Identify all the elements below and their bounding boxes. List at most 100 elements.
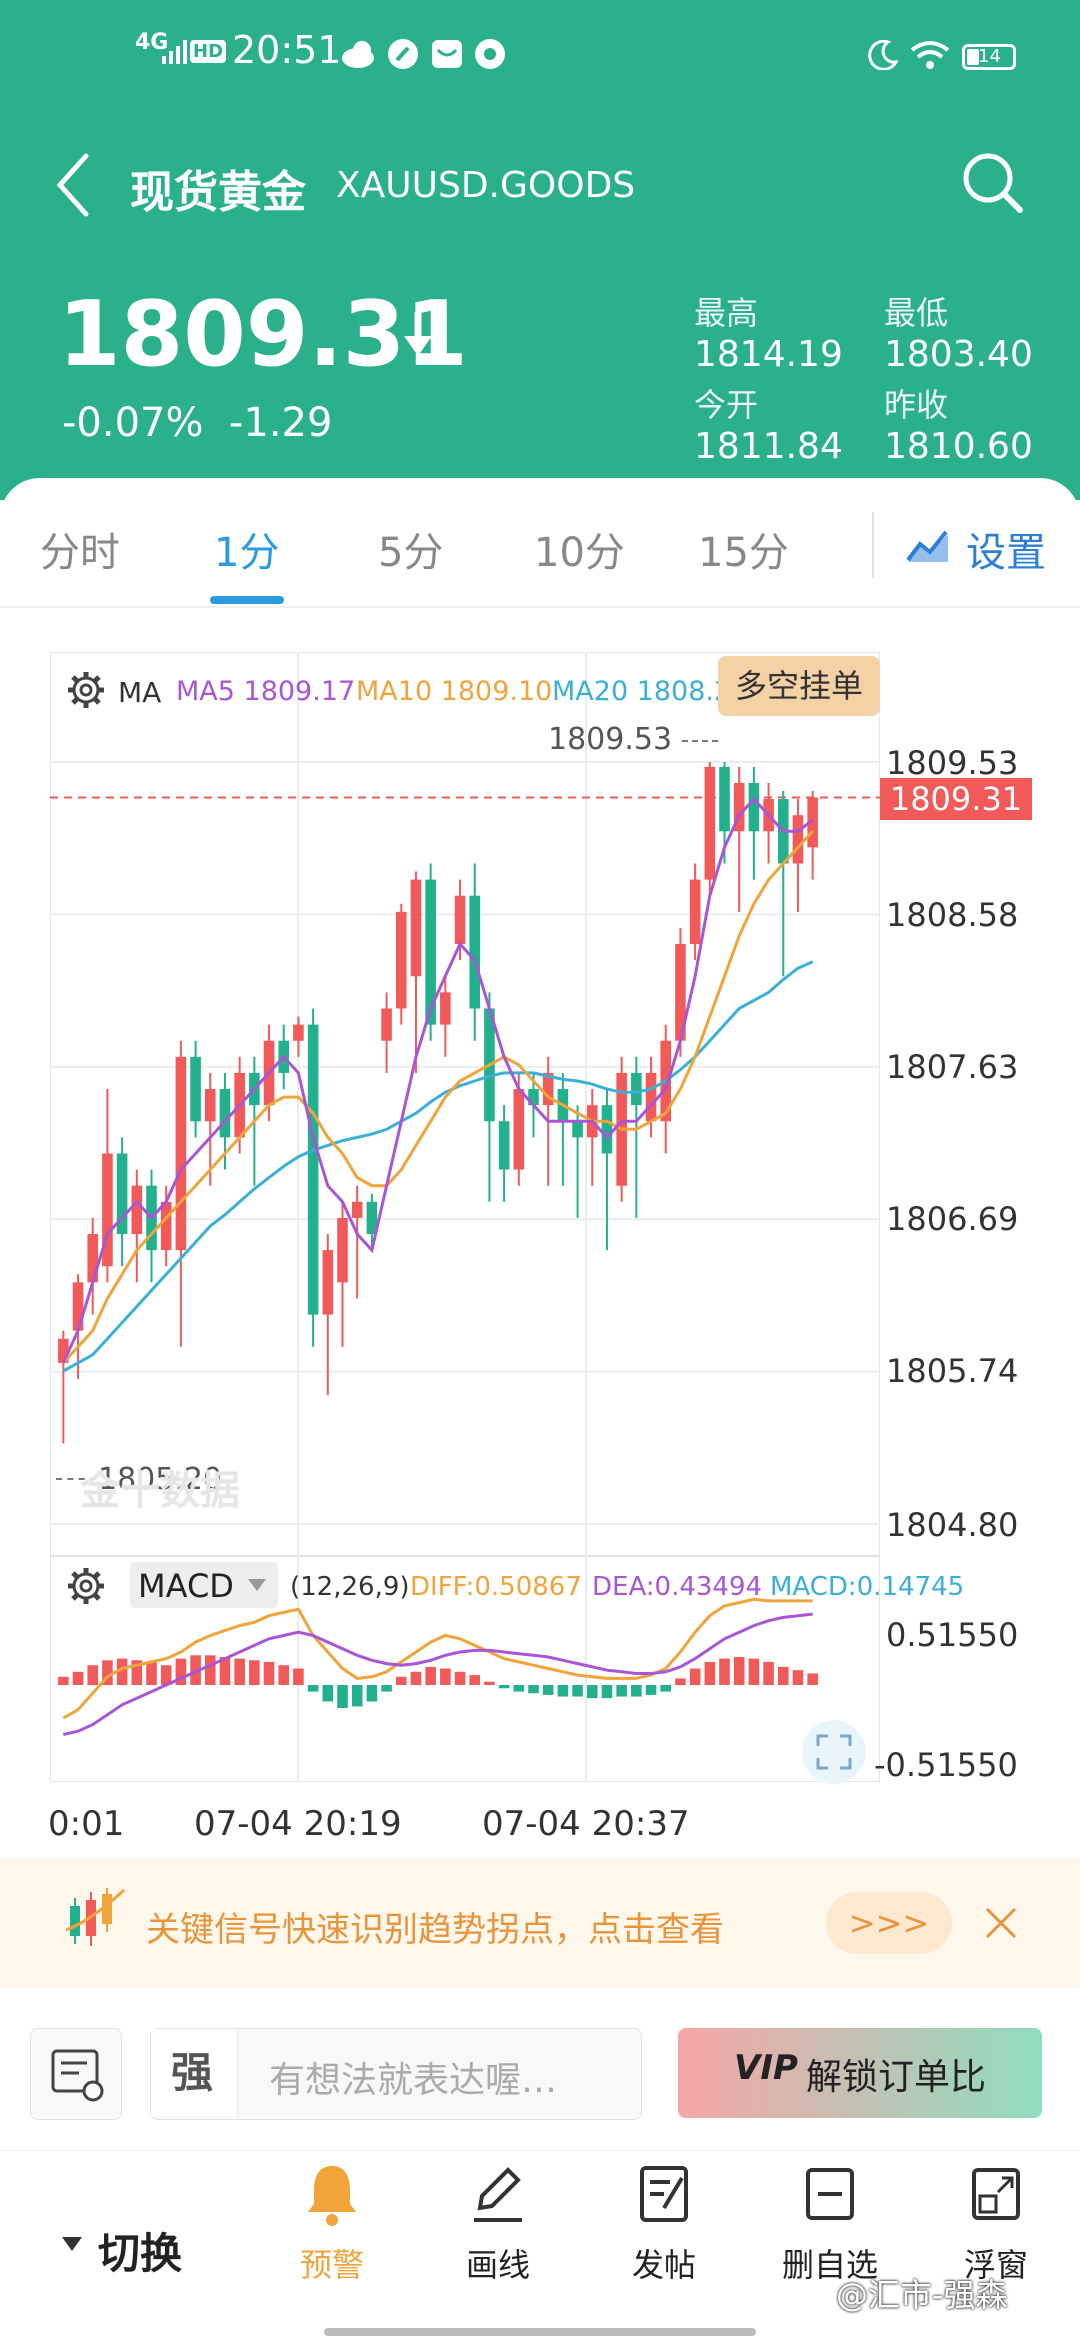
macd-bar [498, 1685, 510, 1689]
macd-value: MACD:0.14745 [770, 1572, 965, 1602]
switch-button[interactable]: 切换 [98, 2229, 183, 2278]
nav-remove-watchlist[interactable]: 删自选 [770, 2160, 890, 2286]
candle-body [498, 1121, 510, 1170]
macd-bar [616, 1685, 627, 1697]
tab-bottom-divider [0, 606, 1080, 608]
nav-post-label: 发帖 [631, 2246, 696, 2284]
prev-close-label: 昨收 [884, 386, 949, 424]
candle-body [425, 879, 436, 1025]
y-tick-label: 1804.80 [886, 1506, 1019, 1544]
nav-float-window[interactable]: 浮窗 [936, 2160, 1056, 2286]
candle-body [645, 1072, 657, 1122]
comment-input[interactable]: 强 有想法就表达喔… [150, 2028, 642, 2120]
y-tick-label: 1809.53 [886, 744, 1019, 782]
high-value: 1814.19 [694, 334, 843, 375]
down-arrow-icon [400, 312, 436, 362]
macd-dea: DEA:0.43494 [592, 1572, 763, 1602]
candle-body [131, 1185, 143, 1235]
candle-body [528, 1089, 539, 1106]
candles-icon [65, 1886, 126, 1956]
long-short-orders-badge[interactable]: 多空挂单 [718, 656, 880, 716]
macd-bar [719, 1658, 730, 1685]
macd-bar [366, 1685, 378, 1702]
emoji-icon[interactable]: 强 [151, 2029, 238, 2117]
x-tick-label: 0:01 [48, 1804, 125, 1844]
comment-placeholder: 有想法就表达喔… [269, 2060, 558, 2101]
back-icon[interactable] [52, 150, 92, 224]
signal-icon [162, 40, 188, 68]
macd-bar [249, 1660, 260, 1685]
macd-bar [307, 1685, 319, 1692]
ma10-value: MA10 1809.10 [356, 676, 553, 707]
tab-10min[interactable]: 10分 [534, 530, 625, 576]
nav-draw-line-label: 画线 [465, 2246, 530, 2284]
banner-text[interactable]: 关键信号快速识别趋势拐点，点击查看 [146, 1910, 724, 1950]
chart-settings-icon[interactable] [906, 528, 950, 568]
float-window-icon [972, 2168, 1020, 2220]
macd-bar [337, 1685, 348, 1709]
tab-timeshare[interactable]: 分时 [40, 530, 120, 576]
tab-5min[interactable]: 5分 [378, 530, 444, 576]
ma5-line [61, 796, 814, 1364]
macd-bar [425, 1666, 436, 1685]
home-indicator[interactable] [324, 2328, 756, 2336]
y-tick-label: 1808.58 [886, 896, 1019, 934]
macd-bar [146, 1661, 157, 1685]
macd-bar [58, 1676, 69, 1685]
candle-body [351, 1201, 363, 1218]
macd-bar [528, 1685, 539, 1694]
nav-draw-line[interactable]: 画线 [438, 2160, 558, 2286]
tab-1min[interactable]: 1分 [214, 530, 280, 576]
banner-more-button[interactable]: >>> [826, 1892, 952, 1954]
unlock-label: 解锁订单比 [806, 2057, 987, 2098]
pencil-icon [474, 2167, 522, 2222]
candle-body [542, 1072, 554, 1106]
x-tick-label: 07-04 20:19 [194, 1804, 402, 1844]
order-book-icon[interactable] [30, 2028, 122, 2120]
macd-selector-label: MACD [138, 1567, 234, 1605]
candle-body [792, 815, 804, 864]
candle-body [440, 992, 451, 1025]
ma20-line [62, 960, 814, 1373]
candle-body [513, 1089, 525, 1170]
macd-bar [675, 1678, 686, 1685]
caret-down-small-icon [62, 2236, 82, 2255]
candle-body [322, 1250, 334, 1315]
settings-button[interactable]: 设置 [966, 530, 1046, 576]
macd-bar [557, 1685, 569, 1697]
candle-body [307, 1024, 319, 1315]
indicator-gear-icon[interactable] [66, 670, 106, 714]
search-icon[interactable] [960, 150, 1026, 220]
candle-body [366, 1201, 378, 1235]
macd-bar [219, 1656, 231, 1685]
macd-bar [777, 1666, 789, 1685]
price-change: -0.07% -1.29 [62, 400, 333, 446]
ma5-value: MA5 1809.17 [176, 676, 356, 707]
candle-body [381, 1008, 392, 1041]
max-price-label: 1809.53 [548, 722, 673, 757]
macd-bar [601, 1685, 613, 1699]
macd-dea-line [62, 1612, 813, 1736]
min-price-label: 1805.20 [98, 1462, 223, 1497]
tab-15min[interactable]: 15分 [698, 530, 789, 576]
macd-gear-icon[interactable] [66, 1566, 106, 1610]
macd-bar [293, 1668, 304, 1685]
macd-diff-line [62, 1597, 813, 1720]
candlestick-chart[interactable] [0, 0, 1080, 1860]
vip-icon: VIP [734, 2048, 798, 2088]
macd-selector[interactable]: MACD [130, 1562, 278, 1608]
unlock-order-ratio-button[interactable]: VIP 解锁订单比 [678, 2028, 1042, 2118]
macd-bar [322, 1685, 334, 1702]
nav-post[interactable]: 发帖 [604, 2160, 724, 2286]
candle-body [116, 1153, 128, 1235]
x-tick-label: 07-04 20:37 [482, 1804, 690, 1844]
macd-bar [689, 1668, 701, 1685]
macd-bar [440, 1668, 451, 1685]
candle-body [72, 1282, 84, 1331]
close-icon[interactable] [984, 1906, 1018, 1944]
nav-alert[interactable]: 预警 [272, 2160, 392, 2286]
fullscreen-icon[interactable] [802, 1720, 866, 1784]
macd-bar [395, 1676, 407, 1685]
ma-label: MA [118, 676, 162, 709]
user-watermark: @汇市-强森 [836, 2276, 1008, 2314]
